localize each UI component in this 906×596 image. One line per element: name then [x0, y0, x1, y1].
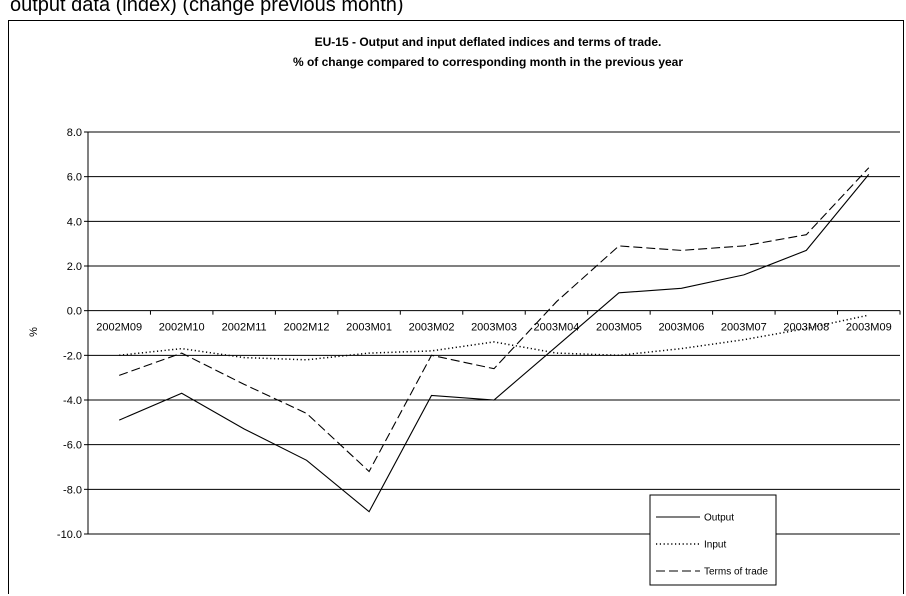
series-line-input [119, 314, 869, 361]
caption-text: output data (index) (change previous mon… [10, 0, 404, 16]
x-tick-label: 2002M09 [96, 322, 142, 334]
y-tick-label: 4.0 [67, 216, 82, 228]
legend-box [649, 494, 777, 586]
y-tick-label: -4.0 [63, 395, 82, 407]
x-tick-label: 2003M02 [409, 322, 455, 334]
chart-frame [8, 20, 904, 594]
x-tick-labels: 2002M09 2002M10 2002M11 2002M12 2003M01 2003M… [96, 322, 891, 334]
y-tick-label: -8.0 [63, 484, 82, 496]
y-tick-label: 2.0 [67, 261, 82, 273]
y-tick-label: 0.0 [67, 306, 82, 318]
axes [84, 131, 901, 535]
x-tick-label: 2003M07 [721, 322, 767, 334]
x-tick-label: 2002M10 [159, 322, 205, 334]
series-line-output [118, 174, 870, 513]
legend-label: Input [704, 540, 726, 551]
x-tick-label: 2003M03 [471, 322, 517, 334]
y-tick-labels: 8.0 6.0 4.0 2.0 0.0 -2.0 -4.0 -6.0 -8.0 -10.0 [57, 127, 82, 541]
chart-title: EU-15 - Output and input deflated indice… [315, 35, 662, 49]
x-tick-label: 2003M01 [346, 322, 392, 334]
x-tick-label: 2003M08 [783, 322, 829, 334]
y-tick-label: 8.0 [67, 127, 82, 139]
x-tick-label: 2003M04 [534, 322, 580, 334]
x-tick-label: 2002M11 [222, 322, 267, 334]
y-axis-label: % [28, 327, 40, 337]
y-tick-label: -10.0 [57, 529, 82, 541]
y-tick-label: -2.0 [63, 350, 82, 362]
series-line-terms-of-trade [119, 167, 870, 473]
legend-label: Output [704, 513, 734, 524]
legend-label: Terms of trade [704, 567, 768, 578]
y-tick-label: 6.0 [67, 172, 82, 184]
x-tick-label: 2002M12 [284, 322, 330, 334]
legend: Output Input Terms of trade [649, 494, 777, 586]
x-tick-label: 2003M09 [846, 322, 892, 334]
y-tick-label: -6.0 [63, 440, 82, 452]
x-tick-label: 2003M05 [596, 322, 642, 334]
x-tick-label: 2003M06 [658, 322, 704, 334]
series-lines [118, 167, 870, 513]
chart-subtitle: % of change compared to corresponding mo… [293, 55, 683, 69]
